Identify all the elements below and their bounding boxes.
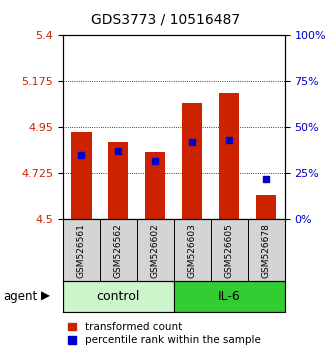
- Bar: [219, 93, 239, 219]
- Text: control: control: [97, 290, 140, 303]
- Bar: [108, 142, 128, 219]
- Text: GDS3773 / 10516487: GDS3773 / 10516487: [91, 12, 240, 27]
- Bar: [145, 152, 166, 219]
- Bar: [174, 281, 285, 312]
- Text: ▶: ▶: [41, 290, 50, 303]
- Text: GSM526602: GSM526602: [151, 223, 160, 278]
- Bar: [63, 281, 174, 312]
- Legend: transformed count, percentile rank within the sample: transformed count, percentile rank withi…: [68, 322, 260, 345]
- Bar: [256, 195, 276, 219]
- Bar: [71, 132, 92, 219]
- Text: GSM526562: GSM526562: [114, 223, 123, 278]
- Text: IL-6: IL-6: [218, 290, 241, 303]
- Text: agent: agent: [3, 290, 37, 303]
- Text: GSM526678: GSM526678: [262, 223, 271, 278]
- Bar: [182, 103, 203, 219]
- Text: GSM526561: GSM526561: [77, 223, 86, 278]
- Text: GSM526603: GSM526603: [188, 223, 197, 278]
- Text: GSM526605: GSM526605: [225, 223, 234, 278]
